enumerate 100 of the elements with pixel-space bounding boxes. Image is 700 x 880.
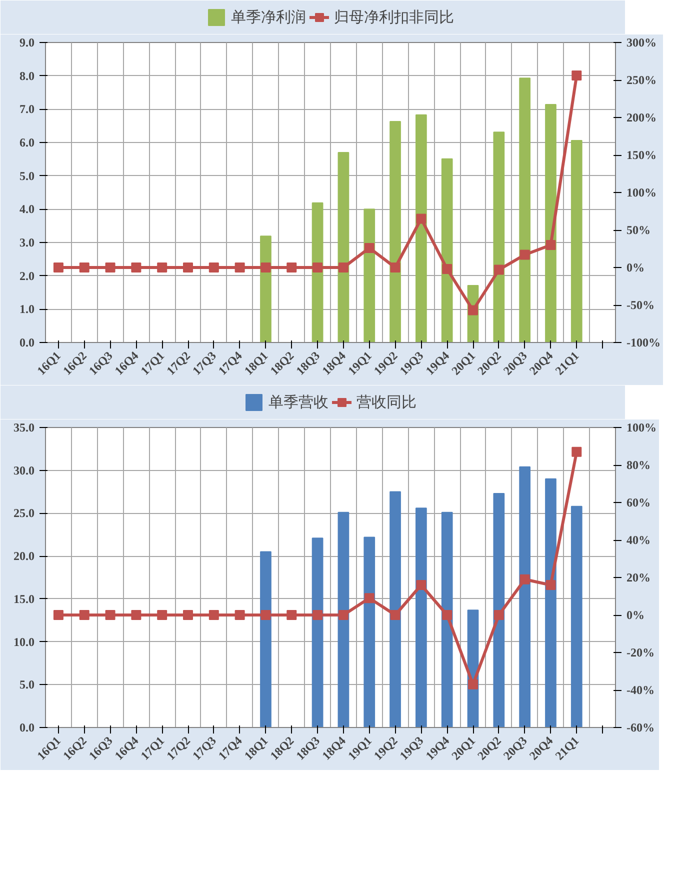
y2-tick-label: -20% (626, 646, 654, 660)
point (131, 262, 142, 272)
point (105, 262, 116, 272)
y2-tick-label: 60% (626, 496, 650, 510)
point (468, 679, 478, 690)
point (260, 262, 271, 272)
y2-tick-label: 250% (626, 73, 656, 87)
point (105, 610, 116, 620)
y-tick-label: 30.0 (14, 463, 34, 478)
y-tick-label: 1.0 (20, 302, 34, 316)
y2-tick-label: -60% (626, 720, 654, 734)
bar (493, 132, 505, 342)
y-tick-label: 6.0 (20, 136, 34, 150)
y2-tick-label: 100% (626, 186, 656, 200)
point (572, 70, 582, 80)
y-tick-label: 35.0 (14, 420, 34, 434)
y2-tick-label: -100% (626, 336, 660, 350)
point (494, 264, 504, 275)
bar (441, 158, 453, 342)
point (312, 610, 323, 620)
y-tick-label: 5.0 (20, 678, 34, 692)
point (183, 610, 193, 620)
y2-tick-label: -50% (626, 298, 654, 312)
bar (364, 536, 376, 728)
point (546, 240, 556, 250)
y-tick-label: 2.0 (20, 268, 34, 283)
point (312, 262, 323, 272)
point (183, 262, 193, 272)
y-tick-label: 9.0 (20, 36, 34, 50)
point (364, 593, 374, 604)
point (79, 610, 90, 620)
bar (390, 491, 401, 728)
point (338, 262, 348, 272)
legend-label: 单季净利润 (231, 8, 306, 26)
point (494, 610, 504, 620)
y-tick-label: 5.0 (20, 168, 34, 183)
point (131, 610, 142, 620)
point (157, 610, 168, 620)
point (234, 262, 245, 272)
bar (338, 512, 350, 728)
bar (570, 140, 582, 342)
y2-tick-label: 300% (626, 36, 656, 50)
bar (519, 466, 530, 728)
point (208, 610, 219, 620)
bar (545, 478, 556, 728)
point (520, 250, 530, 260)
bar (493, 493, 505, 728)
legend-label: 营收同比 (356, 392, 416, 412)
y2-tick-label: 40% (626, 533, 650, 547)
bar (545, 104, 556, 342)
point (286, 610, 297, 620)
bar (260, 236, 272, 342)
y-tick-label: 0.0 (20, 720, 34, 734)
point (234, 610, 245, 620)
bar (390, 121, 401, 342)
point (157, 262, 168, 272)
y-tick-label: 3.0 (20, 236, 34, 250)
point (364, 243, 374, 253)
point (442, 264, 452, 274)
y-tick-label: 15.0 (14, 592, 34, 606)
y-tick-label: 7.0 (20, 102, 34, 116)
point (416, 214, 426, 224)
point (338, 610, 348, 620)
bar (570, 506, 582, 728)
y2-tick-label: 20% (626, 570, 650, 584)
y2-tick-label: 0% (626, 260, 644, 274)
point (546, 580, 556, 590)
y2-tick-label: 0% (626, 608, 644, 622)
y2-tick-label: 150% (626, 148, 656, 162)
point (208, 262, 219, 272)
point (520, 574, 530, 584)
point (442, 610, 452, 620)
bar (338, 152, 350, 342)
point (286, 262, 297, 272)
bar (416, 114, 427, 342)
y-tick-label: 10.0 (14, 634, 34, 649)
point (390, 262, 400, 272)
y-tick-label: 20.0 (14, 549, 34, 564)
legend-label: 归母净利扣非同比 (334, 8, 454, 26)
bar (364, 208, 376, 342)
y2-tick-label: 80% (626, 458, 650, 472)
y2-tick-label: -40% (626, 683, 654, 697)
point (79, 262, 90, 272)
point (468, 305, 478, 316)
bar (260, 551, 272, 728)
point (53, 610, 64, 620)
point (53, 262, 64, 272)
bar (519, 78, 530, 342)
y2-tick-label: 200% (626, 110, 656, 124)
y-tick-label: 0.0 (20, 336, 34, 350)
legend-label: 单季营收 (268, 392, 328, 412)
bar (312, 538, 324, 728)
bar (312, 202, 324, 342)
point (572, 446, 582, 457)
y2-tick-label: 50% (626, 223, 650, 237)
y-tick-label: 8.0 (20, 68, 34, 83)
point (390, 610, 400, 620)
point (260, 610, 271, 620)
y-tick-label: 25.0 (14, 506, 34, 520)
bar (441, 512, 453, 728)
